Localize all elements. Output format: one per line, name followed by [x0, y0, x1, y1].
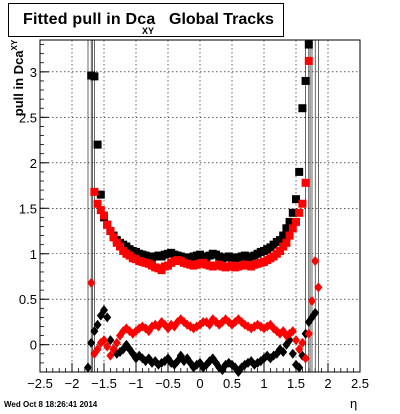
data-point-diamond — [311, 307, 320, 318]
data-point-diamond — [106, 350, 115, 361]
data-point-square — [276, 247, 284, 256]
data-point-diamond — [93, 319, 102, 330]
x-tick-label: 2 — [324, 376, 331, 391]
y-axis-label: pull in DcaXY — [10, 18, 26, 138]
data-point-diamond — [93, 344, 102, 355]
data-point-square — [288, 208, 297, 217]
data-point-diamond — [288, 326, 297, 337]
data-point-diamond — [103, 312, 112, 323]
data-point-diamond — [87, 277, 96, 288]
y-tick-label: 0.5 — [19, 292, 37, 307]
x-tick-label: −2 — [65, 376, 80, 391]
data-point-square — [301, 178, 310, 187]
data-point-square — [292, 217, 300, 226]
chart-title-rest: Global Tracks — [169, 11, 274, 28]
data-point-square — [96, 206, 105, 215]
data-point-diamond — [90, 326, 99, 337]
data-point-diamond — [87, 337, 96, 348]
data-point-diamond — [292, 335, 300, 346]
x-tick-label: 1.5 — [287, 376, 305, 391]
data-point-square — [295, 208, 304, 217]
x-tick-label: −2.5 — [27, 376, 53, 391]
x-axis-label: η — [350, 396, 358, 411]
y-tick-label: 3 — [30, 65, 37, 80]
data-point-square — [90, 72, 99, 81]
data-point-square — [288, 224, 297, 233]
data-point-square — [285, 217, 294, 226]
y-axis-label-main: pull in Dca — [11, 50, 26, 117]
data-point-diamond — [106, 335, 115, 346]
data-point-square — [90, 187, 99, 196]
data-point-square — [282, 224, 291, 233]
data-point-square — [295, 167, 304, 176]
timestamp: Wed Oct 8 18:26:41 2014 — [4, 400, 98, 409]
data-point-square — [279, 231, 288, 240]
data-point-diamond — [314, 282, 323, 293]
y-tick-label: 2.5 — [19, 110, 37, 125]
data-point-square — [282, 238, 291, 247]
data-point-diamond — [311, 256, 320, 267]
x-tick-label: 0 — [196, 376, 203, 391]
data-point-diamond — [288, 348, 297, 359]
data-point-square — [304, 56, 313, 65]
data-point-square — [116, 242, 124, 251]
y-tick-label: 1 — [30, 247, 37, 262]
x-tick-label: 0.5 — [223, 376, 241, 391]
chart-title: Fitted pull in Dca — [23, 11, 156, 28]
data-point-square — [298, 199, 307, 208]
data-point-square — [285, 231, 294, 240]
data-point-diamond — [279, 346, 288, 357]
x-tick-label: −1.5 — [91, 376, 117, 391]
data-point-diamond — [100, 305, 108, 316]
data-point-diamond — [301, 353, 310, 364]
y-tick-label: 0 — [30, 338, 37, 353]
x-tick-label: 1 — [260, 376, 267, 391]
data-point-square — [292, 195, 300, 204]
x-tick-label: −1 — [129, 376, 144, 391]
data-point-square — [93, 140, 102, 149]
data-point-diamond — [100, 335, 108, 346]
data-point-square — [304, 40, 313, 49]
y-axis-label-subscript: XY — [10, 39, 19, 51]
data-point-diamond — [298, 337, 307, 348]
chart-title-box: Fitted pull in Dca XY Global Tracks — [8, 3, 284, 37]
data-point-diamond — [84, 362, 92, 373]
data-point-square — [298, 104, 307, 113]
data-point-diamond — [103, 341, 112, 352]
data-point-diamond — [304, 328, 313, 339]
data-point-diamond — [295, 362, 304, 373]
data-point-square — [96, 190, 105, 199]
data-point-square — [93, 199, 102, 208]
data-point-square — [276, 236, 284, 245]
data-point-square — [109, 233, 118, 242]
chart-title-subscript: XY — [142, 26, 155, 36]
x-tick-label: −0.5 — [155, 376, 181, 391]
data-point-square — [100, 211, 108, 220]
data-point-square — [106, 227, 115, 236]
data-point-square — [301, 76, 310, 85]
y-tick-label: 2 — [30, 156, 37, 171]
data-point-diamond — [109, 344, 118, 355]
data-point-square — [103, 220, 112, 229]
x-tick-label: 2.5 — [351, 376, 369, 391]
data-point-diamond — [308, 296, 316, 307]
data-point-diamond — [112, 337, 121, 348]
y-tick-label: 1.5 — [19, 201, 37, 216]
data-point-diamond — [295, 344, 304, 355]
